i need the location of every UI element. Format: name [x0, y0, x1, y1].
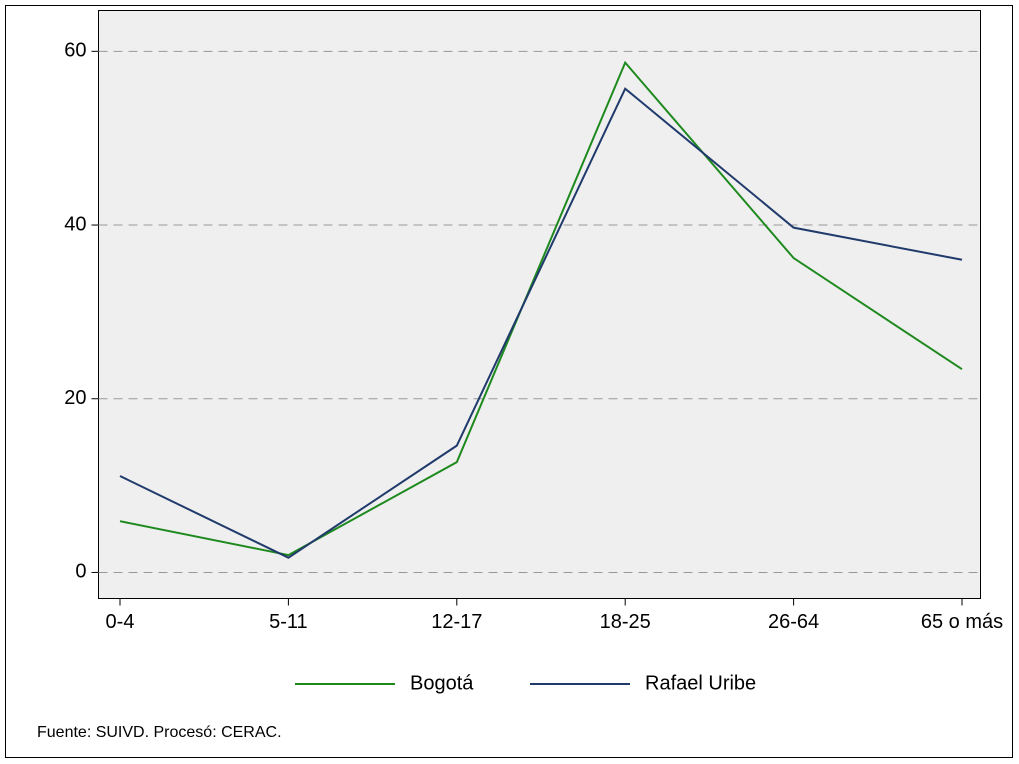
y-tick-label: 40: [64, 213, 86, 235]
plot-area: [98, 10, 981, 599]
x-tick-label: 5-11: [269, 611, 308, 633]
note: Fuente: SUIVD. Procesó: CERAC.: [37, 724, 282, 741]
series-line: [119, 87, 963, 559]
y-tick-label: 0: [75, 561, 86, 583]
legend-label: Bogotá: [410, 672, 474, 694]
x-tick-label: 12-17: [431, 611, 482, 633]
x-tick-label: 26-64: [768, 611, 819, 633]
legend-label: Rafael Uribe: [645, 672, 756, 694]
y-tick-label: 60: [64, 40, 86, 62]
x-tick-label: 65 o más: [921, 611, 1003, 633]
series-line: [119, 60, 963, 557]
y-tick-label: 20: [64, 387, 86, 409]
x-tick-label: 0-4: [106, 611, 135, 633]
x-tick-label: 18-25: [600, 611, 651, 633]
